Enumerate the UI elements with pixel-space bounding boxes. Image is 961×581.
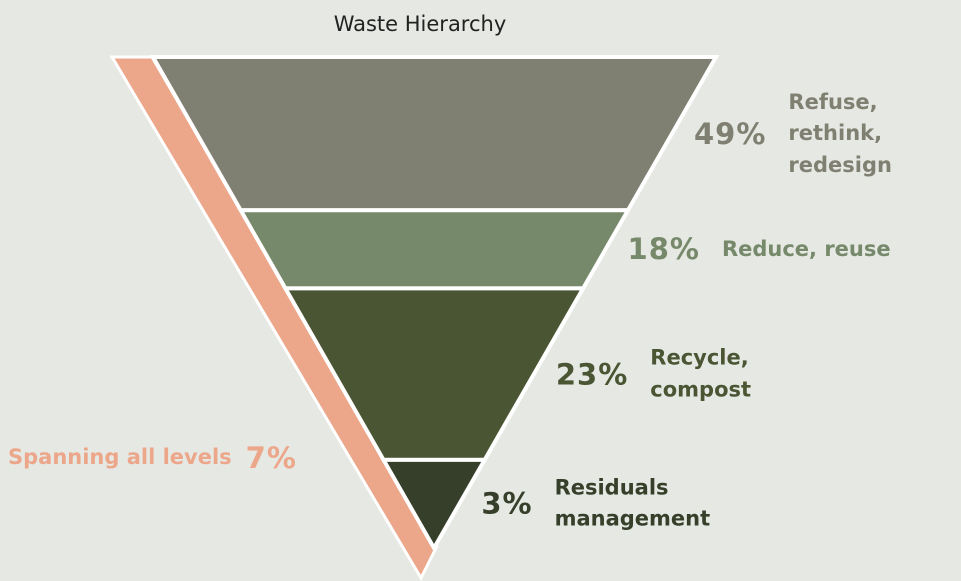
segment-value: 3% (481, 486, 533, 521)
chart-title: Waste Hierarchy (333, 12, 507, 36)
segment-name: Refuse, rethink, redesign (788, 89, 892, 177)
segment-label: 23% Recycle, compost (556, 343, 850, 406)
spanning-value: 7% (245, 441, 297, 475)
spanning-label: Spanning all levels 7% (8, 441, 297, 475)
segment-value: 23% (555, 357, 629, 392)
segment-name: Residuals management (554, 475, 711, 531)
segment-name: Recycle, compost (650, 345, 752, 402)
segment-value: 49% (693, 116, 767, 151)
segment-value: 18% (627, 232, 700, 267)
segment-name: Reduce, reuse (721, 236, 891, 261)
spanning-name: Spanning all levels (8, 445, 232, 470)
segment-label: 18% Reduce, reuse (628, 232, 891, 266)
segment-label: 3% Residuals management (481, 472, 754, 535)
funnel-segment (149, 55, 720, 213)
funnel-segment (237, 208, 632, 291)
funnel-segment (380, 457, 489, 553)
segment-label: 49% Refuse, rethink, redesign (694, 86, 961, 181)
